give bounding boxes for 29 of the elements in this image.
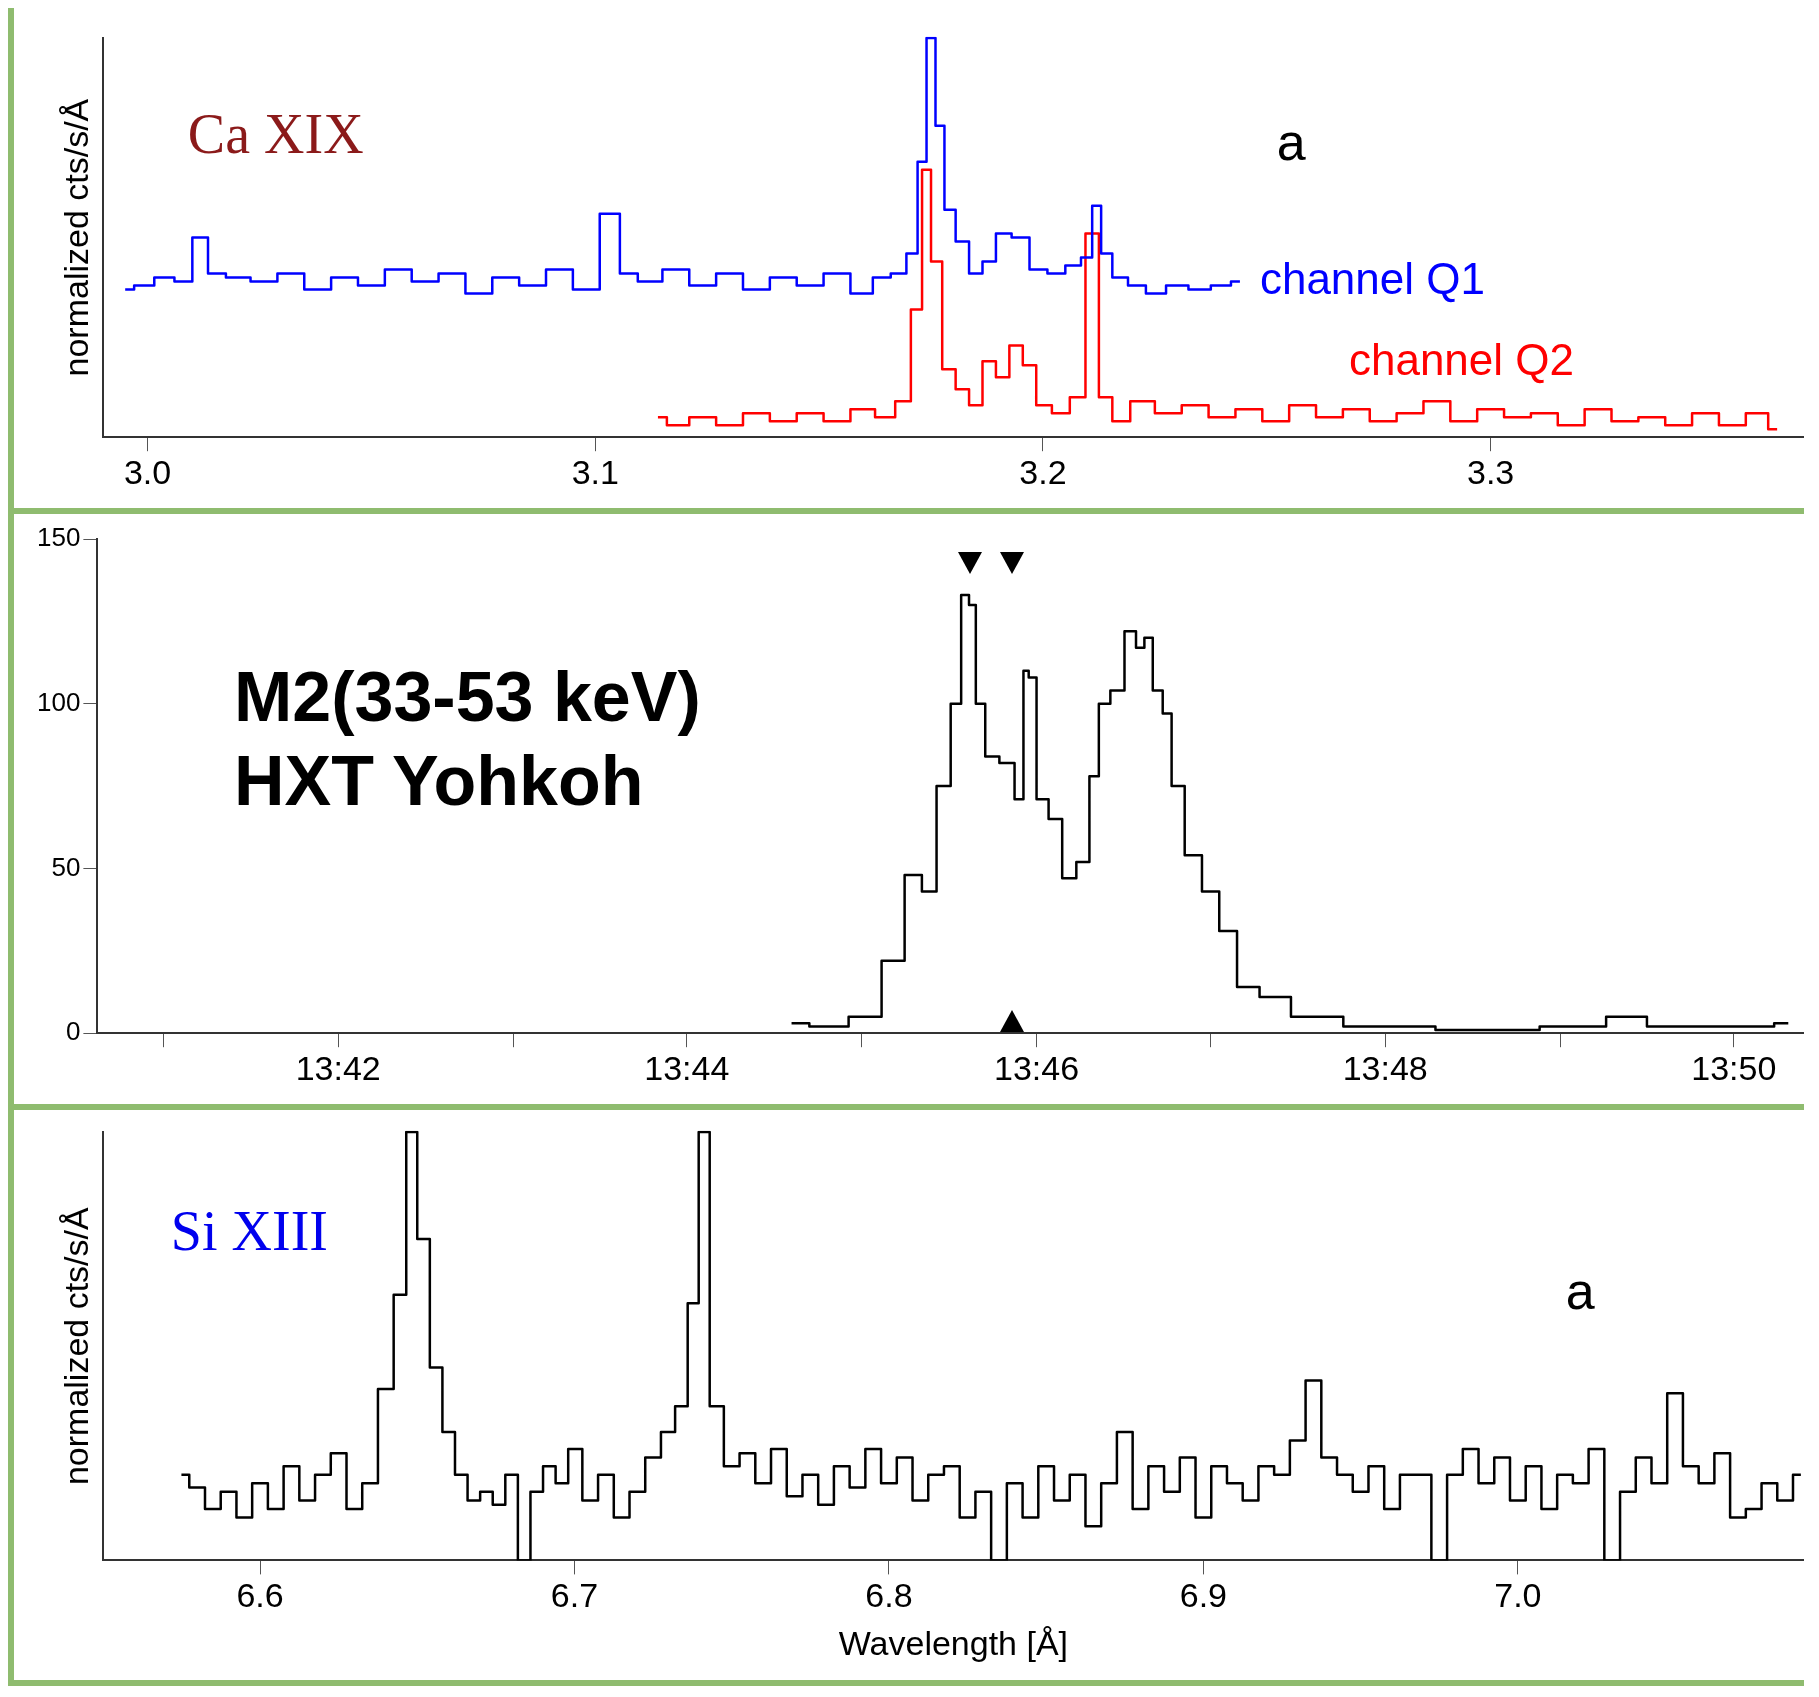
y-axis-title: normalized cts/s/Å (56, 98, 95, 377)
x-tick-label: 13:42 (295, 1048, 381, 1087)
y-axis-title: normalized cts/s/Å (56, 1207, 95, 1486)
x-tick-label: 7.0 (1494, 1576, 1542, 1615)
x-tick-label: 13:50 (1691, 1048, 1777, 1087)
y-tick-label: 150 (36, 522, 81, 553)
annotation: a (1276, 113, 1306, 172)
x-tick-label: 6.8 (865, 1576, 913, 1615)
x-tick-label: 6.9 (1179, 1576, 1228, 1615)
x-tick-label: 3.2 (1019, 452, 1067, 491)
annotation: M2(33-53 keV) (233, 658, 701, 737)
y-tick-label: 50 (51, 851, 81, 882)
x-tick-label: 13:48 (1342, 1048, 1428, 1087)
y-tick-label: 0 (65, 1016, 81, 1047)
annotation: a (1565, 1262, 1595, 1321)
annotation: HXT Yohkoh (233, 742, 644, 821)
x-tick-label: 6.6 (236, 1576, 284, 1615)
x-tick-label: 3.1 (571, 452, 619, 491)
series-label: channel Q2 (1348, 335, 1575, 385)
x-tick-label: 3.3 (1466, 452, 1515, 491)
annotation: Ca XIX (187, 102, 364, 165)
x-tick-label: 3.0 (123, 452, 172, 491)
series-label: channel Q1 (1259, 253, 1485, 303)
x-axis-title: Wavelength [Å] (838, 1623, 1069, 1662)
x-tick-label: 13:44 (644, 1048, 730, 1087)
x-tick-label: 6.7 (550, 1576, 599, 1615)
x-tick-label: 13:46 (994, 1048, 1080, 1087)
y-tick-label: 100 (36, 686, 81, 717)
annotation: Si XIII (170, 1199, 328, 1262)
